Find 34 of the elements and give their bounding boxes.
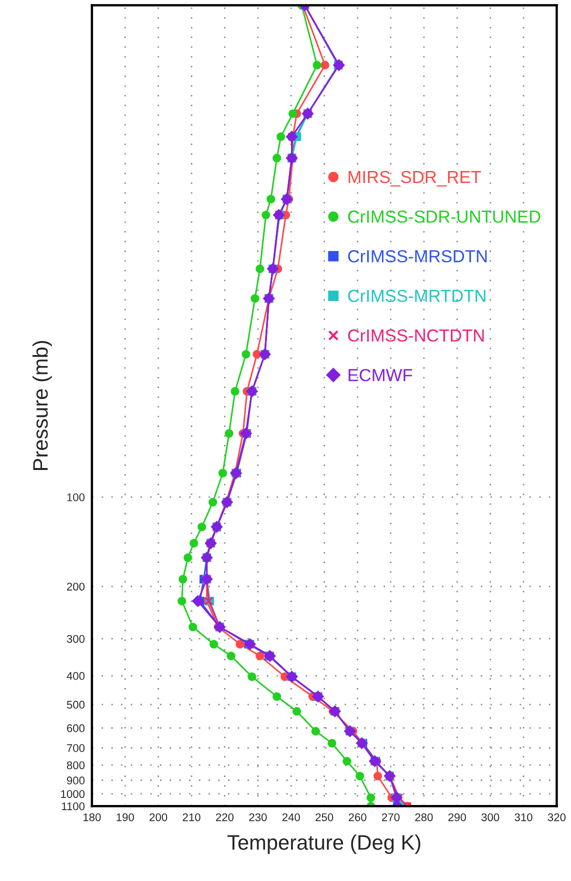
y-tick-label: 900 (66, 776, 85, 784)
x-tick-label: 200 (150, 813, 168, 822)
x-tick-label: 320 (548, 813, 566, 822)
legend-label: CrIMSS-NCTDTN (348, 329, 484, 342)
x-tick-label: 300 (481, 813, 500, 822)
legend-label: CrIMSS-SDR-UNTUNED (348, 210, 540, 223)
x-tick-label: 190 (116, 813, 134, 822)
x-tick-label: 280 (415, 813, 433, 822)
y-tick-label: 500 (66, 700, 85, 709)
y-tick-label: 100 (67, 493, 85, 502)
x-tick-label: 310 (514, 813, 532, 822)
y-tick-label: 1100 (62, 802, 85, 810)
x-axis-title: Temperature (Deg K) (228, 834, 420, 854)
x-tick-label: 210 (182, 813, 200, 822)
x-tick-label: 270 (382, 813, 400, 822)
x-tick-label: 230 (249, 813, 267, 822)
y-tick-label: 400 (66, 672, 85, 680)
y-tick-label: 1000 (61, 790, 85, 798)
y-tick-label: 700 (67, 744, 85, 752)
x-tick-label: 260 (348, 813, 366, 822)
y-tick-label: 800 (66, 761, 85, 770)
x-tick-label: 180 (84, 813, 101, 822)
legend-label: CrIMSS-MRSDTN (348, 250, 487, 262)
x-tick-label: 290 (448, 813, 466, 822)
x-tick-label: 220 (216, 813, 234, 822)
y-tick-label: 200 (67, 582, 85, 591)
x-tick-label: 250 (316, 813, 334, 822)
y-axis-title: Pressure (mb) (32, 341, 52, 470)
legend-label: ECMWF (348, 368, 412, 382)
y-tick-label: 300 (66, 634, 85, 643)
x-tick-label: 240 (282, 813, 300, 822)
y-tick-label: 600 (67, 724, 85, 732)
legend-label: MIRS_SDR_RET (348, 170, 481, 186)
legend-label: CrIMSS-MRTDTN (348, 290, 486, 302)
